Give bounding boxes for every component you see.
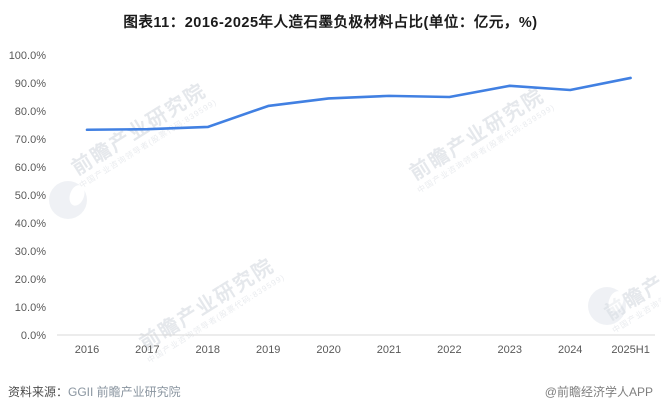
y-axis-tick-label: 80.0%	[15, 106, 46, 118]
y-axis-tick-label: 20.0%	[15, 274, 46, 286]
x-axis-tick-label: 2016	[75, 344, 99, 356]
x-axis-tick-label: 2025H1	[611, 344, 650, 356]
x-axis-tick-label: 2024	[558, 344, 582, 356]
x-axis-tick-label: 2022	[437, 344, 461, 356]
x-axis-tick-label: 2020	[316, 344, 340, 356]
y-axis-tick-label: 30.0%	[15, 246, 46, 258]
y-axis-tick-label: 60.0%	[15, 162, 46, 174]
x-axis-tick-label: 2018	[196, 344, 220, 356]
x-axis-tick-label: 2023	[498, 344, 522, 356]
y-axis-tick-label: 90.0%	[15, 78, 46, 90]
x-axis-tick-label: 2021	[377, 344, 401, 356]
y-axis-tick-label: 0.0%	[21, 330, 46, 342]
y-axis-tick-label: 70.0%	[15, 134, 46, 146]
x-axis-tick-label: 2017	[135, 344, 159, 356]
y-axis-tick-label: 100.0%	[9, 50, 47, 62]
y-axis-tick-label: 50.0%	[15, 190, 46, 202]
source-value: GGII 前瞻产业研究院	[68, 385, 181, 399]
source-label: 资料来源：	[8, 385, 69, 399]
credit-note: @前瞻经济学人APP	[544, 385, 653, 399]
data-line-series	[85, 76, 632, 132]
x-axis-tick-label: 2019	[256, 344, 280, 356]
y-axis-tick-label: 40.0%	[15, 218, 46, 230]
source-note: 资料来源：GGII 前瞻产业研究院	[8, 383, 181, 400]
chart-title: 图表11：2016-2025年人造石墨负极材料占比(单位：亿元，%)	[123, 15, 538, 31]
y-axis-tick-label: 10.0%	[15, 302, 46, 314]
